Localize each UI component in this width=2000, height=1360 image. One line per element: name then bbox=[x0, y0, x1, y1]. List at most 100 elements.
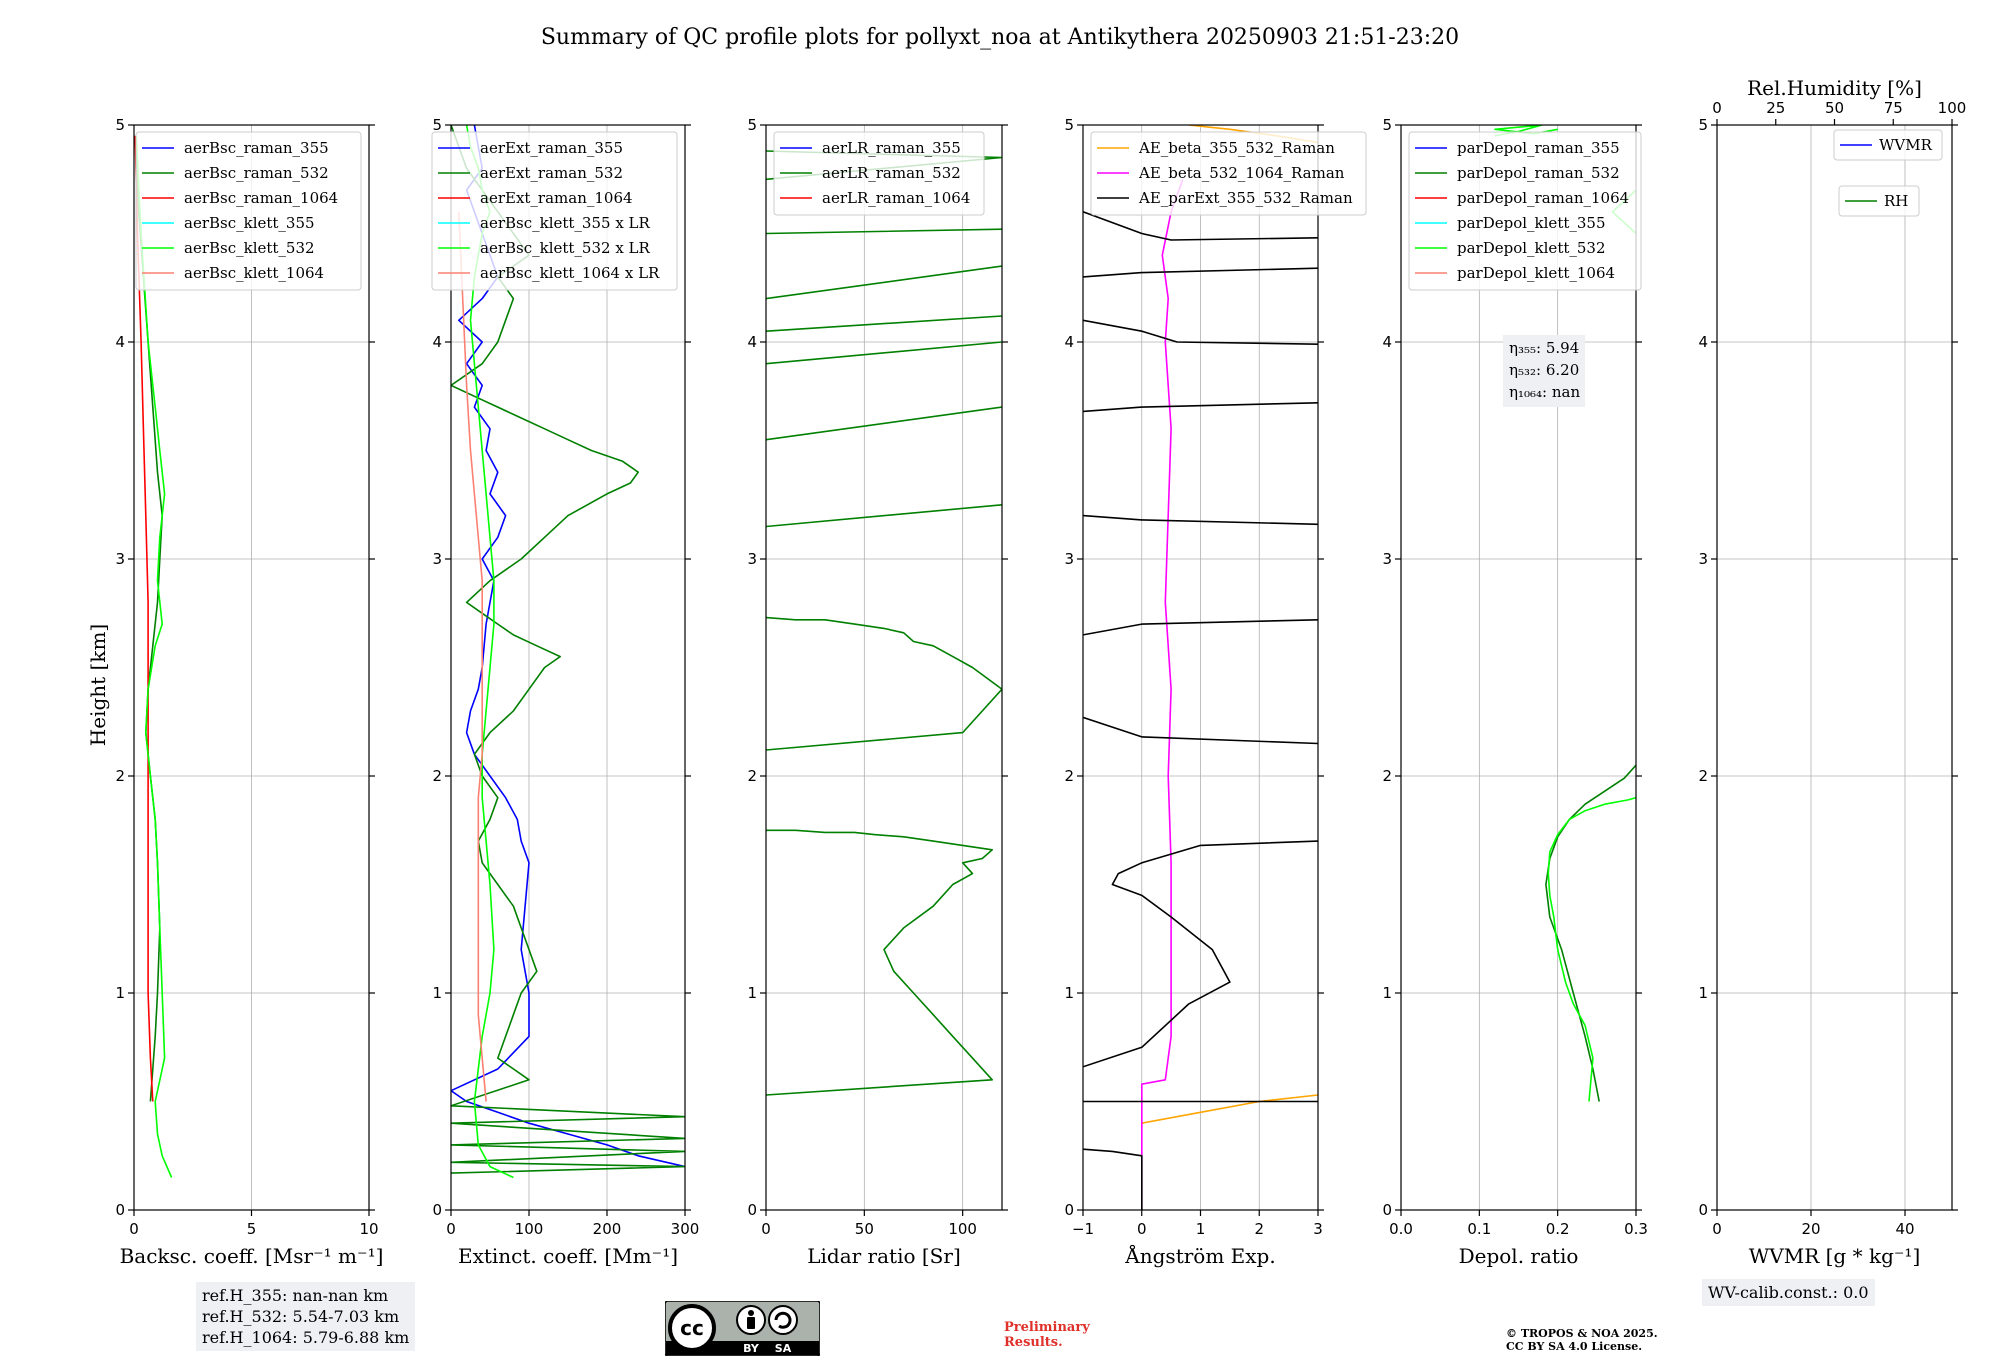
y-tick-label: 2 bbox=[115, 767, 125, 785]
y-tick-label: 0 bbox=[115, 1201, 125, 1219]
y-tick-label: 4 bbox=[1064, 333, 1074, 351]
y-tick-label: 3 bbox=[432, 550, 442, 568]
y-tick-label: 4 bbox=[1382, 333, 1392, 351]
y-tick-label: 0 bbox=[1698, 1201, 1708, 1219]
y-tick-label: 3 bbox=[1382, 550, 1392, 568]
legend-label: parDepol_raman_1064 bbox=[1457, 189, 1629, 207]
chart-panel-2: 0 100 200 300 0 1 2 3 4 5 Extinct. coeff. [Mm⁻¹] ae… bbox=[431, 116, 700, 1268]
x-tick-label: 0.2 bbox=[1546, 1220, 1570, 1238]
chart-panel-5: 0.0 0.1 0.2 0.3 0 1 2 3 4 5 Depol. ratio parDepol_r… bbox=[1382, 116, 1647, 1268]
chart-panel-3: 0 50 100 0 1 2 3 4 5 Lidar ratio [Sr] aerLR_raman_… bbox=[747, 116, 1008, 1268]
legend-label: aerExt_raman_1064 bbox=[480, 189, 633, 207]
y-tick-label: 5 bbox=[1698, 116, 1708, 134]
cc-by-sa-badge: cc BY SA bbox=[665, 1301, 820, 1356]
legend-label: AE_parExt_355_532_Raman bbox=[1138, 189, 1353, 207]
legend-label: WVMR bbox=[1879, 136, 1933, 154]
legend-label: parDepol_klett_355 bbox=[1457, 214, 1606, 232]
legend-label: parDepol_raman_532 bbox=[1457, 164, 1620, 182]
series-group bbox=[134, 135, 173, 1178]
refh-355: ref.H_355: nan-nan km bbox=[202, 1286, 389, 1305]
y-tick-label: 3 bbox=[115, 550, 125, 568]
y-tick-label: 2 bbox=[747, 767, 757, 785]
y-tick-label: 2 bbox=[1698, 767, 1708, 785]
x-tick-label: 1 bbox=[1196, 1220, 1206, 1238]
y-tick-label: 5 bbox=[432, 116, 442, 134]
x-axis-label: Ångström Exp. bbox=[1124, 1243, 1275, 1268]
series-line-ae-beta-532-1064-raman bbox=[1141, 179, 1184, 1210]
legend: WVMR RH bbox=[1833, 129, 1943, 217]
top-x-tick-label: 25 bbox=[1766, 99, 1785, 117]
refh-1064: ref.H_1064: 5.79-6.88 km bbox=[202, 1328, 410, 1347]
x-tick-label: 0.3 bbox=[1624, 1220, 1648, 1238]
legend: aerExt_raman_355 aerExt_raman_532 aerExt_r… bbox=[431, 131, 678, 291]
reference-height-box: ref.H_355: nan-nan km ref.H_532: 5.54-7.… bbox=[196, 1282, 416, 1351]
top-x-tick-label: 75 bbox=[1884, 99, 1903, 117]
x-tick-label: 0.0 bbox=[1389, 1220, 1413, 1238]
x-tick-label: 3 bbox=[1313, 1220, 1323, 1238]
preliminary-line-1: Preliminary bbox=[1004, 1320, 1090, 1335]
y-tick-label: 4 bbox=[1698, 333, 1708, 351]
y-tick-label: 0 bbox=[1064, 1201, 1074, 1219]
by-person-body bbox=[747, 1317, 755, 1329]
y-tick-label: 1 bbox=[1064, 984, 1074, 1002]
legend-label: aerBsc_klett_532 bbox=[184, 239, 315, 257]
x-tick-label: 300 bbox=[671, 1220, 700, 1238]
y-tick-label: 5 bbox=[747, 116, 757, 134]
refh-532: ref.H_532: 5.54-7.03 km bbox=[202, 1307, 400, 1326]
top-x-tick-label: 50 bbox=[1825, 99, 1844, 117]
y-tick-label: 1 bbox=[1382, 984, 1392, 1002]
x-tick-label: 2 bbox=[1254, 1220, 1264, 1238]
x-tick-label: 0 bbox=[1137, 1220, 1147, 1238]
axes-frame bbox=[1716, 124, 1953, 1211]
y-tick-label: 5 bbox=[115, 116, 125, 134]
chart-panel-1: 0 5 10 0 1 2 3 4 5 Backsc. coeff. [Msr⁻¹ m⁻¹] aerB… bbox=[115, 116, 383, 1268]
wv-calibration-text: WV-calib.const.: 0.0 bbox=[1708, 1283, 1869, 1302]
legend-label: parDepol_klett_1064 bbox=[1457, 264, 1615, 282]
chart-panel-6: 0 20 40 0 1 2 3 4 5 WVMR [g * kg⁻¹] 0 25 50 75 100 Rel.… bbox=[1698, 76, 1966, 1268]
by-person-head bbox=[748, 1310, 754, 1316]
legend-frame bbox=[773, 131, 985, 216]
legend-label: aerBsc_klett_355 x LR bbox=[480, 214, 651, 232]
eta-annotation-line: η₃₅₅: 5.94 bbox=[1509, 339, 1579, 357]
legend-frame bbox=[1408, 131, 1642, 291]
cc-icon bbox=[668, 1304, 716, 1352]
y-tick-label: 3 bbox=[747, 550, 757, 568]
y-tick-label: 1 bbox=[747, 984, 757, 1002]
sa-label: SA bbox=[775, 1342, 792, 1355]
x-tick-label: 0.1 bbox=[1467, 1220, 1491, 1238]
legend-label: parDepol_klett_532 bbox=[1457, 239, 1606, 257]
legend-frame bbox=[135, 131, 362, 291]
legend: aerBsc_raman_355 aerBsc_raman_532 aerBsc_r… bbox=[135, 131, 362, 291]
series-line-aerext-raman-355 bbox=[451, 125, 685, 1168]
y-tick-label: 4 bbox=[747, 333, 757, 351]
wv-calibration-box: WV-calib.const.: 0.0 bbox=[1702, 1279, 1875, 1306]
x-tick-label: 0 bbox=[446, 1220, 456, 1238]
legend-label: AE_beta_532_1064_Raman bbox=[1138, 164, 1345, 182]
top-x-tick-label: 100 bbox=[1938, 99, 1967, 117]
x-axis-label: Depol. ratio bbox=[1459, 1244, 1579, 1268]
x-tick-label: 0 bbox=[1712, 1220, 1722, 1238]
x-tick-label: 40 bbox=[1895, 1220, 1914, 1238]
preliminary-results-note: Preliminary Results. bbox=[1004, 1320, 1090, 1350]
y-tick-label: 1 bbox=[432, 984, 442, 1002]
axes-frame bbox=[765, 124, 1003, 1211]
legend-label: aerBsc_klett_1064 x LR bbox=[480, 264, 660, 282]
legend: AE_beta_355_532_Raman AE_beta_532_1064_Ra… bbox=[1090, 131, 1367, 216]
x-tick-label: 20 bbox=[1801, 1220, 1820, 1238]
x-tick-label: −1 bbox=[1072, 1220, 1094, 1238]
eta-annotation-box bbox=[1503, 335, 1585, 407]
sa-share-icon bbox=[768, 1305, 798, 1335]
legend-label: aerExt_raman_355 bbox=[480, 139, 623, 157]
axes-frame bbox=[1400, 124, 1637, 1211]
x-tick-label: 50 bbox=[855, 1220, 874, 1238]
x-tick-label: 0 bbox=[129, 1220, 139, 1238]
figure-title: Summary of QC profile plots for pollyxt_… bbox=[541, 25, 1459, 50]
axes-frame bbox=[450, 124, 686, 1211]
y-tick-label: 0 bbox=[1382, 1201, 1392, 1219]
legend-label: aerBsc_klett_1064 bbox=[184, 264, 324, 282]
eta-annotation-line: η₁₀₆₄: nan bbox=[1509, 383, 1580, 401]
preliminary-line-2: Results. bbox=[1004, 1335, 1063, 1350]
sa-share-arc bbox=[774, 1311, 792, 1329]
y-tick-label: 0 bbox=[747, 1201, 757, 1219]
